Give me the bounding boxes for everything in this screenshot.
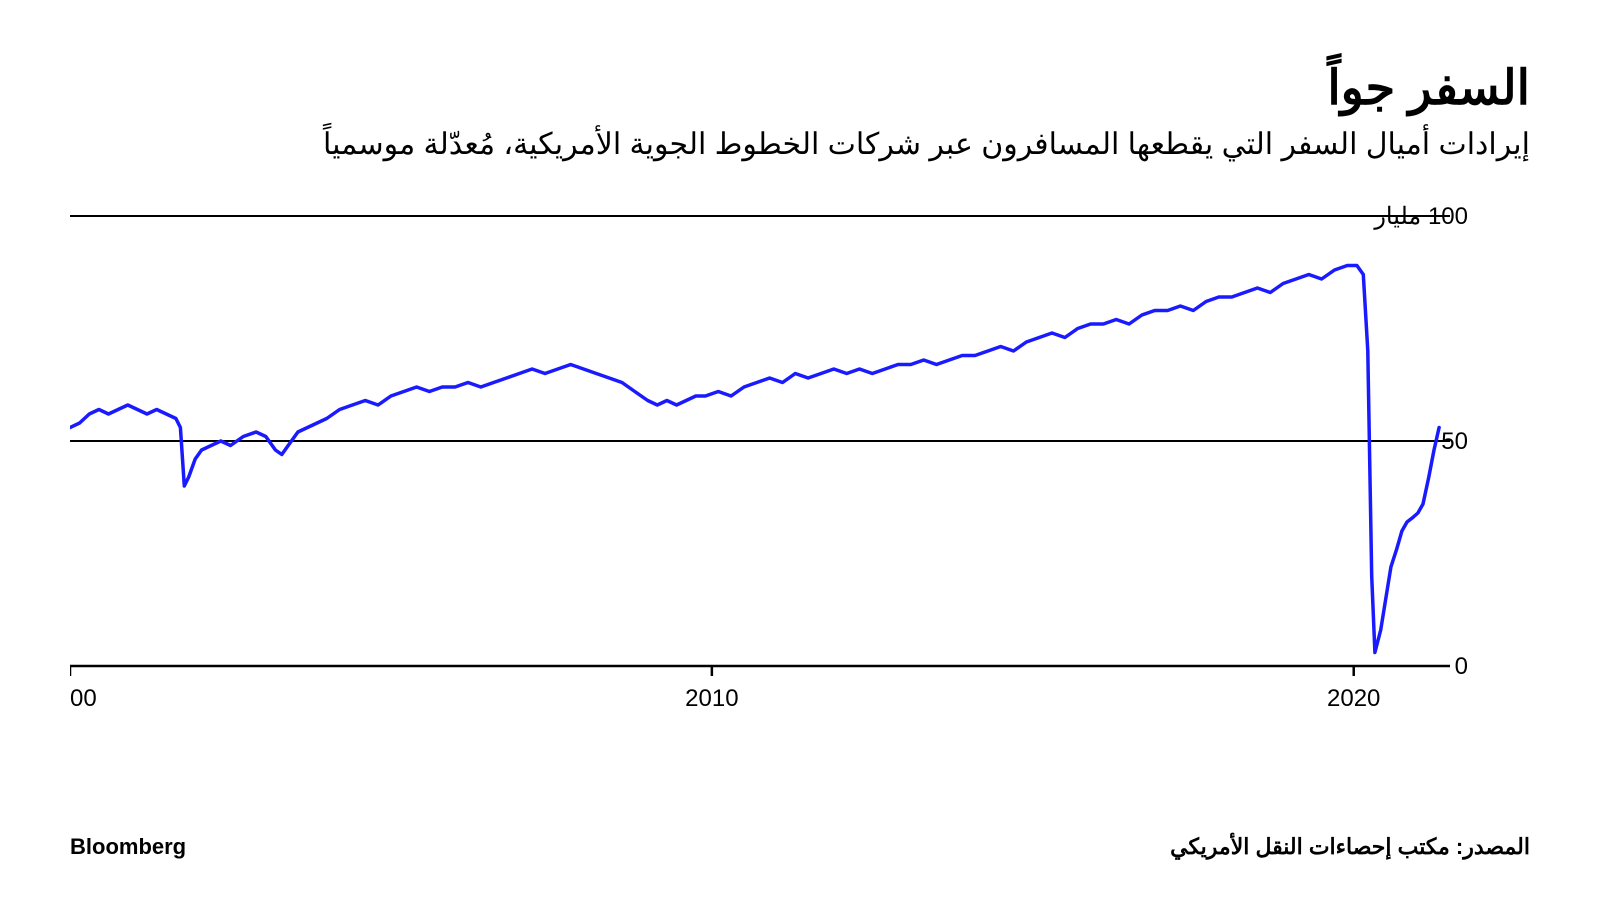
chart-title: السفر جواً bbox=[70, 60, 1530, 116]
svg-text:2000: 2000 bbox=[70, 685, 97, 712]
chart-plot-area: 100 مليار 50 0 2000 2010 2020 bbox=[70, 186, 1530, 746]
svg-text:50: 50 bbox=[1441, 428, 1468, 455]
svg-text:0: 0 bbox=[1455, 653, 1468, 680]
svg-text:100 مليار: 100 مليار bbox=[1373, 203, 1468, 230]
source-label: المصدر: مكتب إحصاءات النقل الأمريكي bbox=[1170, 834, 1530, 860]
line-chart-svg: 100 مليار 50 0 2000 2010 2020 bbox=[70, 186, 1530, 746]
brand-label: Bloomberg bbox=[70, 834, 186, 860]
chart-footer: Bloomberg المصدر: مكتب إحصاءات النقل الأ… bbox=[70, 834, 1530, 860]
chart-header: السفر جواً إيرادات أميال السفر التي يقطع… bbox=[70, 60, 1530, 166]
svg-text:2020: 2020 bbox=[1327, 685, 1380, 712]
chart-subtitle: إيرادات أميال السفر التي يقطعها المسافرو… bbox=[70, 124, 1530, 166]
svg-text:2010: 2010 bbox=[685, 685, 738, 712]
